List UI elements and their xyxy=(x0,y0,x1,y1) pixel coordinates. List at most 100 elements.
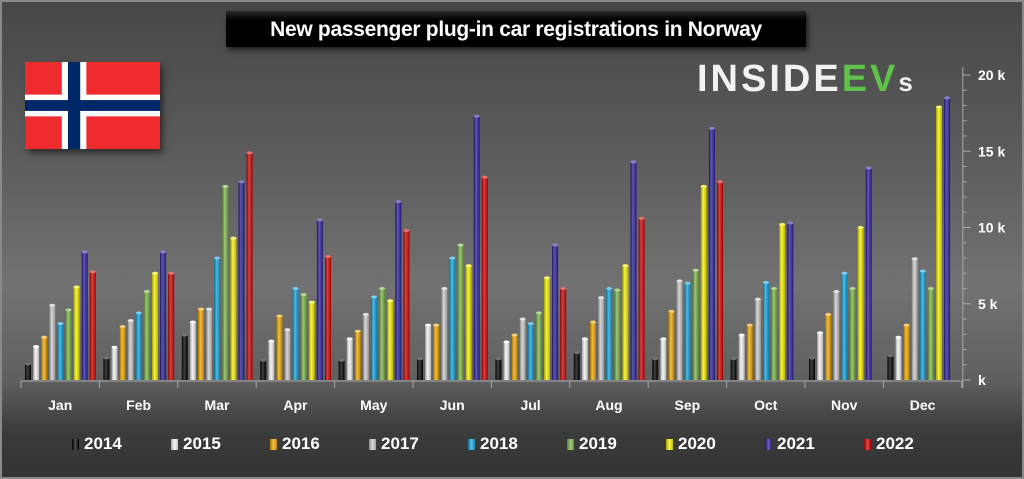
bar-2014-Aug xyxy=(573,352,580,380)
bar-2015-Oct xyxy=(738,335,745,380)
legend-swatch-icon xyxy=(369,438,376,450)
insideevs-logo: INSIDEEVs xyxy=(697,58,913,101)
bar-2017-Aug xyxy=(598,297,605,380)
bar-cap-2021-Sep xyxy=(708,126,715,130)
bar-2015-Apr xyxy=(268,341,275,380)
legend-item-2018: 2018 xyxy=(468,430,518,458)
bar-cap-2020-Sep xyxy=(700,184,707,188)
x-tick-label: Sep xyxy=(675,397,701,413)
bar-2014-Jul xyxy=(495,358,502,380)
bar-2014-May xyxy=(338,360,345,380)
bar-2021-May xyxy=(395,201,402,380)
bar-cap-2017-Apr xyxy=(284,328,291,332)
bar-2020-Nov xyxy=(857,227,864,380)
bar-cap-2020-Dec xyxy=(936,105,942,109)
bar-cap-2017-Dec xyxy=(911,257,918,261)
bar-2016-Mar xyxy=(198,309,204,380)
bar-cap-2016-Aug xyxy=(590,320,596,324)
bar-cap-2015-Jan xyxy=(33,344,40,348)
norway-flag-icon xyxy=(25,62,160,149)
bar-2014-Apr xyxy=(260,360,267,380)
x-tick-label: Jan xyxy=(48,397,72,413)
bar-cap-2021-May xyxy=(395,200,402,204)
legend-swatch-icon xyxy=(765,438,772,450)
bar-cap-2016-Jun xyxy=(433,323,440,327)
y-tick-label: k xyxy=(978,372,986,388)
bar-2020-May xyxy=(387,300,394,380)
bar-cap-2019-Jan xyxy=(65,308,72,312)
x-tick-label: Nov xyxy=(831,397,858,413)
bar-cap-2022-May xyxy=(403,229,410,233)
legend-item-2014: 2014 xyxy=(72,430,122,458)
bar-2019-Oct xyxy=(771,288,778,380)
x-tick-label: Apr xyxy=(283,397,308,413)
bar-cap-2021-Mar xyxy=(238,180,245,184)
legend-label: 2021 xyxy=(777,434,815,453)
bar-2021-Oct xyxy=(787,222,794,380)
legend: 2014 2015 2016 2017 2018 2019 2020 2021 2022 xyxy=(0,430,1024,458)
bar-cap-2017-Jan xyxy=(49,303,56,307)
bar-cap-2018-Dec xyxy=(919,269,926,273)
bar-2015-Mar xyxy=(189,322,196,380)
bar-2018-Sep xyxy=(684,283,691,380)
bar-cap-2020-May xyxy=(387,299,394,303)
bar-2017-Jun xyxy=(441,288,448,380)
legend-item-2017: 2017 xyxy=(369,430,419,458)
bar-2018-Jan xyxy=(57,323,64,380)
bar-cap-2014-Mar xyxy=(181,333,188,337)
legend-swatch-icon xyxy=(72,438,79,450)
bar-2019-Jun xyxy=(457,245,464,380)
bar-2014-Jun xyxy=(417,358,423,380)
bar-2019-Nov xyxy=(849,288,856,380)
x-tick-label: Mar xyxy=(205,397,230,413)
x-tick-label: Jun xyxy=(440,397,465,413)
labels-layer: Jan Feb Mar Apr May Jun Jul Aug Sep Oct Nov Dec k 5 k… xyxy=(48,67,1005,413)
bar-cap-2017-Nov xyxy=(833,290,840,294)
legend-item-2021: 2021 xyxy=(765,430,815,458)
bar-2016-Jul xyxy=(511,335,518,380)
legend-swatch-icon xyxy=(567,438,574,450)
bar-2020-Sep xyxy=(700,186,707,380)
bar-cap-2018-Aug xyxy=(606,287,613,290)
bar-2021-Dec xyxy=(944,97,951,380)
bar-2021-Jun xyxy=(473,116,480,381)
bar-cap-2019-May xyxy=(379,287,386,290)
bar-cap-2018-Feb xyxy=(135,311,142,315)
legend-swatch-icon xyxy=(864,438,871,450)
bar-2018-Mar xyxy=(214,258,221,380)
bar-cap-2017-May xyxy=(362,312,369,316)
bar-cap-2016-Feb xyxy=(119,325,126,329)
logo-text-suffix: s xyxy=(898,67,913,97)
bar-2016-Aug xyxy=(590,322,596,380)
logo-text: INSIDE xyxy=(697,58,842,100)
bar-cap-2022-Sep xyxy=(717,180,723,184)
bar-2017-Feb xyxy=(127,320,134,380)
bar-cap-2015-Mar xyxy=(189,320,196,324)
bar-2014-Oct xyxy=(730,358,737,380)
bar-2018-May xyxy=(371,296,377,380)
bar-cap-2018-Oct xyxy=(763,280,769,284)
y-tick-label: 10 k xyxy=(978,220,1005,236)
bar-cap-2018-Mar xyxy=(214,256,221,260)
legend-label: 2018 xyxy=(480,434,518,453)
bar-cap-2018-Jun xyxy=(449,256,456,260)
y-tick-label: 20 k xyxy=(978,67,1005,83)
bar-cap-2017-Mar xyxy=(206,307,213,311)
bar-cap-2021-Jul xyxy=(552,243,559,247)
legend-label: 2014 xyxy=(84,434,122,453)
bar-2019-Mar xyxy=(222,186,229,380)
bar-cap-2021-Oct xyxy=(787,221,794,225)
bar-2018-Oct xyxy=(763,282,769,380)
bar-2016-Apr xyxy=(276,315,283,380)
legend-label: 2015 xyxy=(183,434,221,453)
bar-2020-Apr xyxy=(308,302,315,380)
bar-2015-Feb xyxy=(111,347,118,380)
bar-cap-2017-Jun xyxy=(441,287,448,290)
legend-item-2015: 2015 xyxy=(171,430,221,458)
bar-cap-2015-Sep xyxy=(660,337,667,341)
chart-title: New passenger plug-in car registrations … xyxy=(226,11,806,47)
bar-cap-2021-Apr xyxy=(316,218,323,222)
x-tick-label: Oct xyxy=(754,397,778,413)
bar-cap-2021-Aug xyxy=(630,160,637,164)
